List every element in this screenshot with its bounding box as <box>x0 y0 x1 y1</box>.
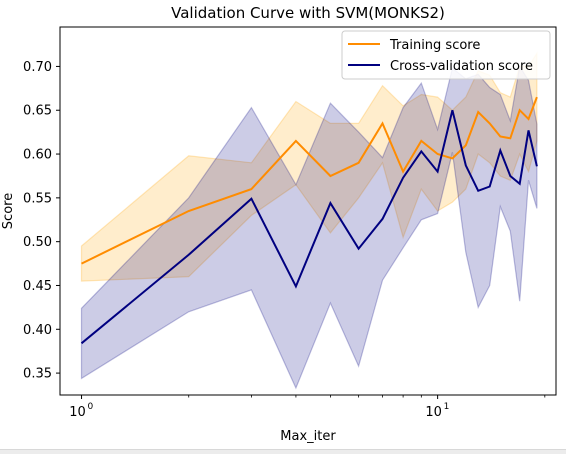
x-tick-exponent: 0 <box>88 402 94 412</box>
window-bottom-strip <box>0 449 566 454</box>
y-axis-label: Score <box>1 193 16 229</box>
y-tick-label: 0.40 <box>23 323 52 338</box>
y-tick-label: 0.50 <box>23 235 52 250</box>
x-tick-exponent: 1 <box>444 402 450 412</box>
y-axis-ticks: 0.35 0.40 0.45 0.50 0.55 0.60 0.65 0.70 <box>23 60 60 382</box>
series-line-training <box>81 96 538 265</box>
confidence-bands <box>80 51 538 390</box>
legend-label-cross-validation: Cross-validation score <box>390 59 533 74</box>
x-axis-ticks: 10 0 10 1 <box>69 395 546 420</box>
y-tick-label: 0.65 <box>23 104 52 119</box>
legend-label-training: Training score <box>389 38 480 53</box>
y-tick-label: 0.55 <box>23 191 52 206</box>
legend-box <box>341 30 551 80</box>
y-tick-label: 0.70 <box>23 60 52 75</box>
legend: Training score Cross-validation score <box>341 30 551 80</box>
x-axis-label: Max_iter <box>280 429 336 444</box>
y-tick-label: 0.45 <box>23 279 52 294</box>
y-tick-label: 0.60 <box>23 148 52 163</box>
band-training <box>80 51 538 282</box>
series-lines <box>80 96 538 345</box>
series-line-cross-validation <box>80 109 538 345</box>
y-tick-label: 0.35 <box>23 367 52 382</box>
chart-title: Validation Curve with SVM(MONKS2) <box>171 4 445 22</box>
plot-frame <box>59 26 557 396</box>
x-tick-label: 10 <box>425 405 442 420</box>
x-tick-label: 10 <box>69 405 86 420</box>
